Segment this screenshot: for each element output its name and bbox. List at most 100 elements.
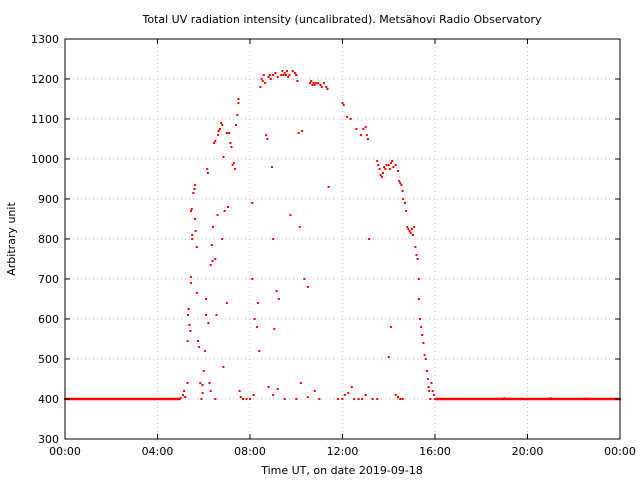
- data-point: [216, 214, 219, 216]
- data-point: [417, 298, 420, 300]
- data-point: [361, 398, 364, 400]
- data-point: [212, 226, 214, 228]
- data-point: [195, 246, 198, 248]
- data-point: [264, 82, 267, 84]
- data-point: [265, 134, 268, 136]
- data-point: [402, 198, 405, 200]
- data-point: [187, 314, 190, 316]
- data-point: [287, 76, 290, 78]
- data-point: [209, 264, 212, 266]
- data-point: [364, 394, 367, 396]
- data-point: [416, 258, 419, 260]
- chart-title: Total UV radiation intensity (uncalibrat…: [142, 13, 542, 26]
- data-point: [394, 394, 397, 396]
- x-tick-label: 00:00: [604, 445, 636, 458]
- data-point: [401, 398, 404, 400]
- data-point: [205, 314, 208, 316]
- data-point: [420, 326, 423, 328]
- data-point: [288, 74, 291, 76]
- y-tick-label: 600: [38, 313, 59, 326]
- data-point: [223, 210, 226, 212]
- data-point: [198, 346, 201, 348]
- data-point: [394, 164, 397, 166]
- data-point: [336, 398, 339, 400]
- y-tick-label: 700: [38, 273, 59, 286]
- data-point: [201, 392, 204, 394]
- data-point: [272, 394, 275, 396]
- data-point: [387, 356, 390, 358]
- data-point: [430, 382, 433, 384]
- data-point: [277, 298, 280, 300]
- data-point: [325, 86, 328, 88]
- data-point: [391, 160, 394, 162]
- data-points: [64, 70, 621, 401]
- data-point: [421, 334, 424, 336]
- data-point: [313, 390, 316, 392]
- data-point: [276, 388, 279, 390]
- data-point: [294, 72, 297, 74]
- data-point: [283, 72, 286, 74]
- data-point: [378, 168, 381, 170]
- data-point: [193, 188, 196, 190]
- data-point: [214, 398, 217, 400]
- data-point: [400, 184, 403, 186]
- data-point: [272, 74, 275, 76]
- data-point: [283, 398, 286, 400]
- data-point: [192, 192, 195, 194]
- data-point: [289, 214, 292, 216]
- data-point: [215, 314, 218, 316]
- data-point: [291, 70, 294, 72]
- data-point: [403, 202, 406, 204]
- data-point: [366, 138, 369, 140]
- x-tick-label: 20:00: [512, 445, 544, 458]
- data-point: [314, 82, 317, 84]
- axis-ticks: 00:00 04:00 08:00 12:00 16:00 20:00 00:0030040…: [31, 33, 636, 458]
- data-point: [209, 390, 212, 392]
- data-point: [191, 234, 194, 236]
- data-point: [249, 398, 251, 400]
- data-point: [385, 164, 388, 166]
- data-point: [214, 140, 217, 142]
- data-point: [390, 162, 393, 164]
- data-point: [181, 394, 184, 396]
- data-point: [318, 398, 321, 400]
- data-point: [195, 292, 198, 294]
- data-point: [298, 226, 301, 228]
- data-point: [310, 80, 313, 82]
- data-point: [275, 290, 278, 292]
- data-point: [268, 74, 271, 76]
- data-point: [317, 82, 320, 84]
- data-point: [225, 302, 228, 304]
- data-point: [232, 162, 235, 164]
- data-point: [217, 130, 220, 132]
- data-point: [269, 78, 272, 80]
- data-point: [225, 132, 228, 134]
- y-tick-label: 300: [38, 433, 59, 446]
- data-point: [206, 168, 209, 170]
- data-point: [218, 128, 221, 130]
- data-point: [239, 396, 242, 398]
- data-point: [379, 174, 382, 176]
- data-point: [390, 326, 393, 328]
- data-point: [286, 70, 288, 72]
- data-point: [235, 124, 238, 126]
- data-point: [306, 286, 309, 288]
- data-point: [355, 128, 358, 130]
- data-point: [319, 84, 322, 86]
- data-point: [186, 382, 189, 384]
- data-point: [282, 74, 285, 76]
- data-point: [350, 386, 353, 388]
- data-point: [418, 318, 421, 320]
- data-point: [228, 132, 231, 134]
- data-point: [342, 104, 345, 106]
- data-point: [376, 160, 379, 162]
- data-point: [353, 398, 356, 400]
- data-point: [431, 390, 434, 392]
- x-tick-label: 16:00: [419, 445, 451, 458]
- data-point: [202, 370, 205, 372]
- data-point: [276, 76, 279, 78]
- data-point: [388, 168, 391, 170]
- data-point: [205, 298, 208, 300]
- data-point: [425, 370, 428, 372]
- data-point: [189, 330, 192, 332]
